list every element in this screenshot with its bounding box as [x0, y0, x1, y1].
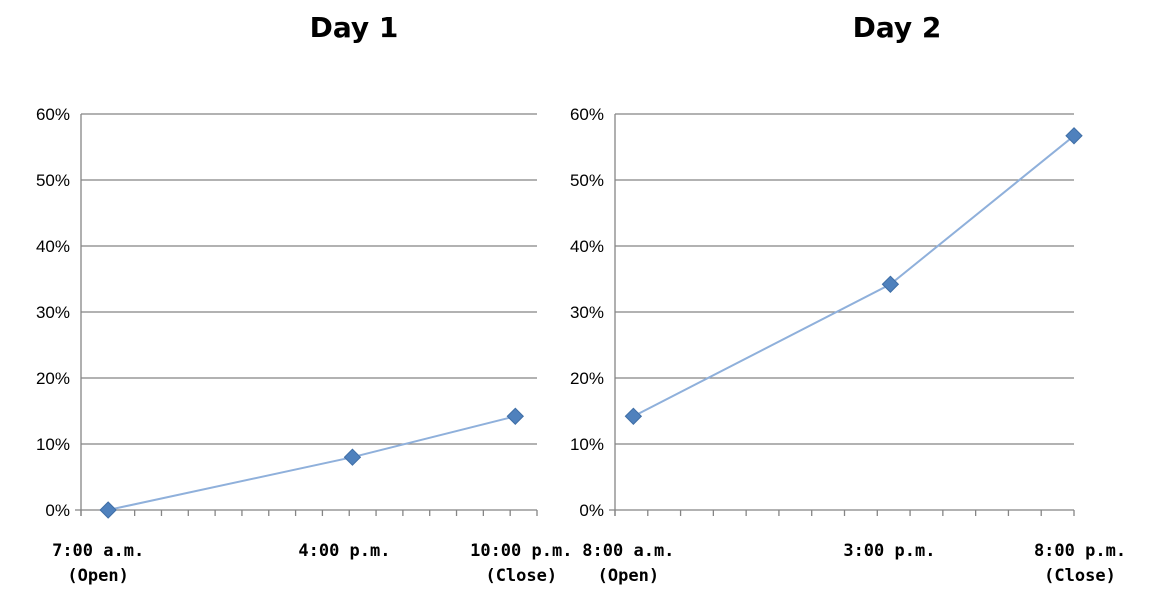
y-tick-label: 30% [36, 303, 70, 322]
x-category-label: 10:00 p.m. [470, 541, 572, 561]
series-line [107, 415, 516, 511]
data-point [1065, 127, 1083, 145]
y-tick-label: 20% [570, 369, 604, 388]
x-category-label: 8:00 a.m. [582, 541, 674, 561]
data-point [624, 407, 643, 425]
x-category-label: (Open) [67, 566, 128, 586]
y-tick-label: 0% [45, 501, 70, 520]
y-tick-label: 10% [36, 435, 70, 454]
x-category-label: (Open) [598, 566, 659, 586]
x-category-label: 4:00 p.m. [298, 541, 390, 561]
y-tick-label: 60% [570, 105, 604, 124]
y-tick-label: 60% [36, 105, 70, 124]
chart-title: Day 1 [310, 11, 399, 44]
data-point [99, 501, 117, 519]
y-tick-label: 50% [36, 171, 70, 190]
x-category-label: 7:00 a.m. [52, 541, 144, 561]
y-tick-label: 40% [36, 237, 70, 256]
data-point [506, 407, 524, 425]
chart-title: Day 2 [853, 11, 942, 44]
x-category-label: (Close) [1044, 566, 1116, 586]
chart-day-2: Day 2 0% 10% 20% 30% 40% 50% 60% 8:00 a.m. (Open… [570, 11, 1126, 586]
chart-day-1: Day 1 0% 10% 20% 30% 40% 50% 60% 7:00 a.m. (Open… [36, 11, 572, 586]
data-point [881, 275, 900, 293]
y-tick-label: 40% [570, 237, 604, 256]
x-category-label: (Close) [485, 566, 557, 586]
data-point [343, 448, 362, 466]
y-tick-label: 20% [36, 369, 70, 388]
x-category-label: 3:00 p.m. [843, 541, 935, 561]
y-tick-label: 10% [570, 435, 604, 454]
y-tick-label: 30% [570, 303, 604, 322]
x-category-label: 8:00 p.m. [1034, 541, 1126, 561]
series-line [632, 135, 1075, 418]
y-tick-label: 0% [579, 501, 604, 520]
y-tick-label: 50% [570, 171, 604, 190]
